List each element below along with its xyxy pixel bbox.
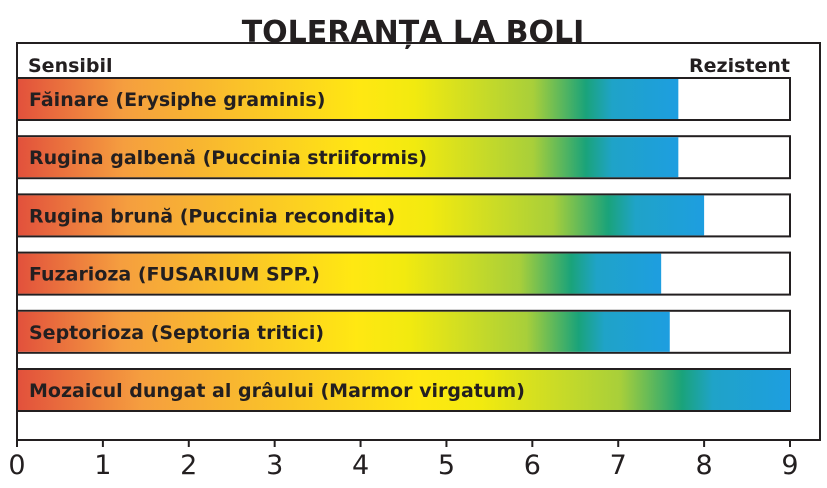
scale-left-label: Sensibil [28,55,113,77]
x-tick-label: 2 [180,450,197,481]
bar-label: Rugina galbenă (Puccinia striiformis) [29,147,427,169]
bar-label: Septorioza (Septoria tritici) [29,322,324,344]
bar [18,137,679,178]
x-tick-label: 4 [352,450,369,481]
bar [18,195,705,236]
x-tick-label: 6 [524,450,541,481]
x-tick-label: 3 [266,450,283,481]
bar [18,370,790,410]
bar-label: Mozaicul dungat al grâului (Marmor virga… [29,380,525,402]
bar-label: Fuzarioza (FUSARIUM SPP.) [29,264,320,286]
x-axis-ticks: 0 1 2 3 4 5 6 7 8 9 [8,440,799,481]
chart-title: TOLERANȚA LA BOLI [242,15,585,50]
x-tick-label: 9 [781,450,798,481]
bar-label: Rugina brună (Puccinia recondita) [29,205,395,227]
scale-right-label: Rezistent [689,55,790,77]
bars-group: Făinare (Erysiphe graminis) Rugina galben… [16,77,791,412]
x-tick-label: 5 [438,450,455,481]
bar-label: Făinare (Erysiphe graminis) [29,89,325,111]
x-tick-label: 0 [8,450,25,481]
x-tick-label: 8 [696,450,713,481]
bar [18,311,670,352]
bar [18,253,662,294]
bar [18,79,679,119]
x-tick-label: 1 [94,450,111,481]
x-tick-label: 7 [610,450,627,481]
